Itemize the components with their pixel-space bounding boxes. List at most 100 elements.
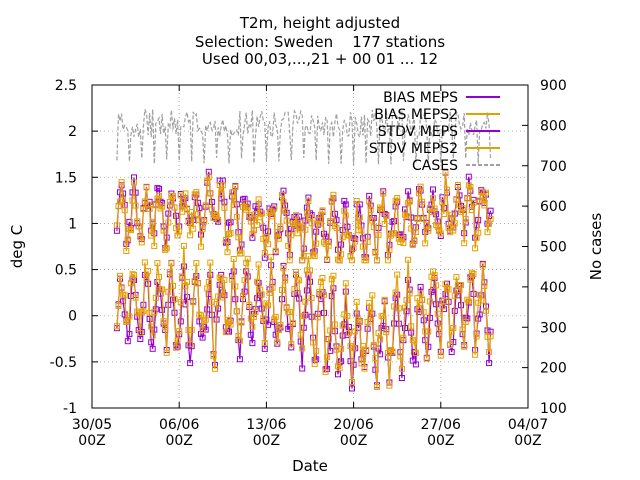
data-point bbox=[204, 285, 211, 292]
data-point bbox=[265, 302, 271, 309]
data-point bbox=[397, 239, 404, 246]
data-point bbox=[442, 281, 449, 288]
data-point bbox=[288, 341, 295, 348]
data-point bbox=[230, 256, 237, 262]
data-point bbox=[384, 257, 391, 264]
data-point bbox=[453, 274, 460, 281]
x-tick-label: 00Z bbox=[165, 433, 192, 449]
data-point bbox=[184, 278, 190, 285]
data-point bbox=[159, 306, 166, 313]
data-point bbox=[367, 206, 374, 213]
data-point bbox=[129, 197, 136, 204]
data-point bbox=[402, 325, 408, 331]
data-point bbox=[307, 214, 313, 221]
data-point bbox=[375, 231, 382, 238]
data-point bbox=[277, 223, 284, 230]
y2-tick-label: 900 bbox=[540, 78, 567, 94]
data-point bbox=[137, 336, 144, 342]
data-point bbox=[221, 276, 228, 283]
data-point bbox=[241, 288, 248, 295]
data-point bbox=[212, 365, 218, 372]
data-point bbox=[307, 267, 313, 274]
data-point bbox=[392, 289, 399, 296]
data-point bbox=[168, 260, 175, 267]
data-point bbox=[359, 342, 366, 349]
data-point bbox=[126, 313, 133, 320]
data-point bbox=[126, 226, 133, 233]
data-point bbox=[269, 284, 276, 291]
data-point bbox=[366, 198, 373, 205]
data-point bbox=[467, 276, 474, 283]
data-point bbox=[257, 214, 264, 221]
data-point bbox=[219, 294, 226, 301]
data-point bbox=[420, 215, 427, 222]
data-point bbox=[118, 285, 125, 292]
data-point bbox=[279, 287, 285, 293]
data-point bbox=[255, 279, 262, 286]
data-point bbox=[409, 357, 416, 364]
data-point bbox=[280, 265, 287, 272]
data-point bbox=[308, 220, 315, 227]
data-point bbox=[149, 218, 156, 225]
data-point bbox=[350, 245, 357, 252]
data-point bbox=[313, 348, 320, 355]
data-point bbox=[288, 232, 295, 239]
data-point bbox=[247, 315, 254, 322]
data-point bbox=[124, 317, 131, 324]
data-point bbox=[408, 323, 415, 330]
data-point bbox=[118, 179, 125, 186]
data-point bbox=[117, 198, 123, 205]
data-point bbox=[166, 269, 173, 276]
data-point bbox=[204, 306, 211, 313]
data-point bbox=[207, 190, 214, 197]
data-point bbox=[148, 232, 155, 239]
data-point bbox=[322, 233, 329, 240]
data-point bbox=[216, 182, 223, 188]
data-point bbox=[299, 365, 306, 372]
data-point bbox=[372, 249, 379, 256]
data-point bbox=[372, 355, 379, 361]
data-point bbox=[394, 195, 401, 201]
data-point bbox=[344, 313, 351, 319]
data-point bbox=[174, 337, 181, 344]
data-point bbox=[176, 228, 183, 235]
data-point bbox=[305, 197, 312, 204]
x-tick-label: 20/06 bbox=[333, 417, 373, 433]
data-point bbox=[430, 186, 436, 193]
data-point bbox=[152, 294, 159, 301]
data-point bbox=[188, 209, 195, 215]
data-point bbox=[216, 177, 223, 184]
data-point bbox=[124, 236, 131, 243]
data-point bbox=[283, 305, 290, 311]
data-point bbox=[283, 217, 290, 224]
data-point bbox=[166, 199, 173, 205]
data-point bbox=[468, 207, 475, 213]
data-point bbox=[145, 268, 152, 275]
data-point bbox=[300, 253, 307, 260]
data-point bbox=[325, 336, 332, 343]
data-point bbox=[180, 263, 187, 270]
data-point bbox=[151, 243, 158, 250]
data-point bbox=[377, 204, 384, 211]
data-point bbox=[235, 234, 242, 241]
data-point bbox=[222, 329, 229, 336]
data-point bbox=[185, 327, 192, 334]
data-point bbox=[319, 275, 326, 281]
data-point bbox=[416, 190, 422, 197]
x-tick-label: 00Z bbox=[253, 433, 280, 449]
data-point bbox=[293, 269, 299, 276]
data-point bbox=[269, 213, 276, 220]
data-point bbox=[296, 277, 303, 284]
data-point bbox=[487, 207, 494, 214]
data-point bbox=[324, 365, 331, 372]
data-point bbox=[207, 259, 214, 266]
data-point bbox=[414, 215, 421, 222]
y2-tick-label: 800 bbox=[540, 118, 567, 134]
data-point bbox=[425, 227, 432, 234]
data-point bbox=[146, 206, 153, 212]
data-point bbox=[303, 267, 310, 274]
plot-border bbox=[91, 84, 529, 409]
data-point bbox=[266, 289, 273, 296]
data-point bbox=[194, 211, 201, 218]
